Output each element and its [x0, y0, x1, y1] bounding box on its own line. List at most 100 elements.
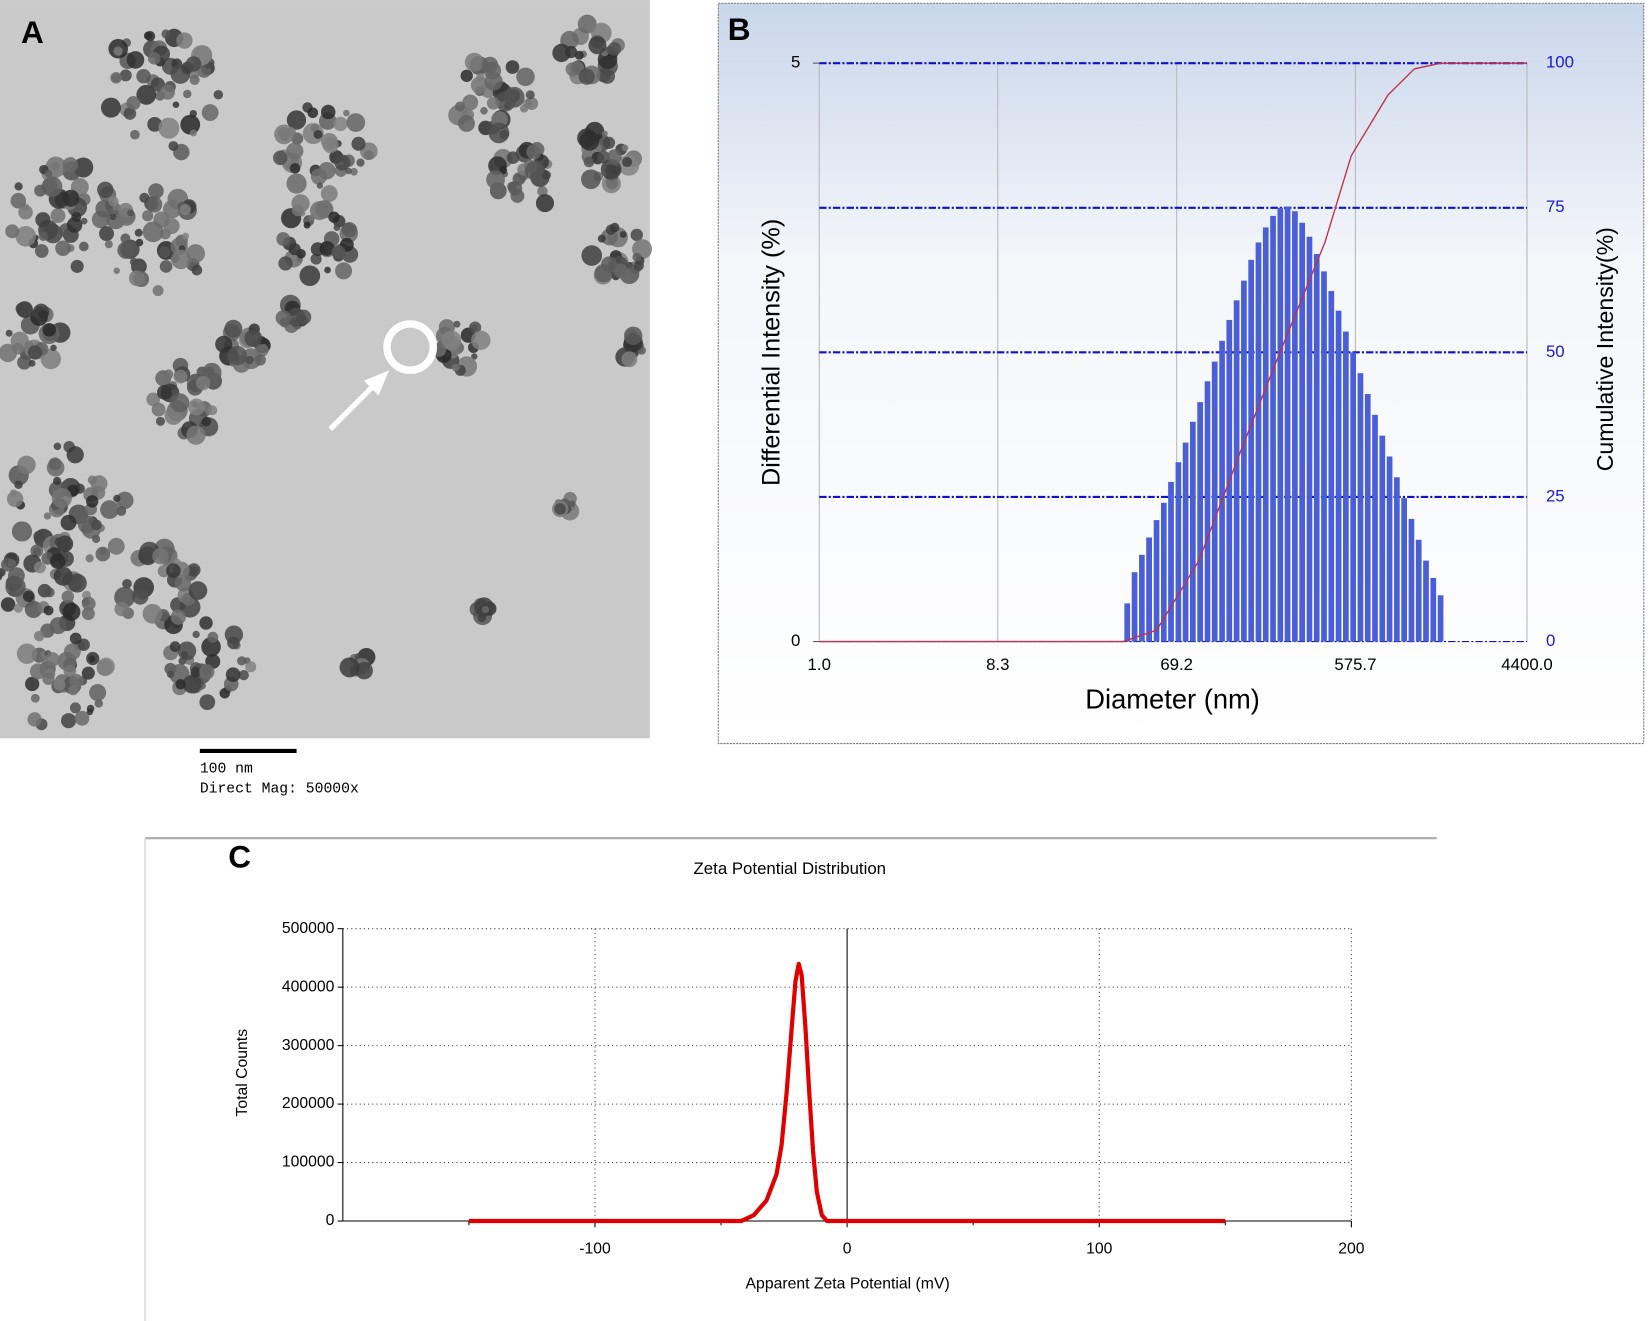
particle: [525, 97, 539, 110]
bar: [1335, 310, 1342, 642]
particle: [187, 563, 201, 577]
highlight-circle: [383, 320, 437, 374]
particle: [335, 262, 353, 280]
particle: [622, 156, 633, 168]
particle: [453, 320, 461, 328]
particle: [225, 667, 241, 683]
particle: [116, 491, 134, 510]
particle: [191, 264, 203, 276]
bar: [1423, 560, 1429, 642]
particle: [161, 29, 171, 39]
x-tick-label: 4400.0: [1501, 655, 1552, 674]
particle: [607, 149, 622, 164]
particle: [464, 52, 484, 72]
particle: [38, 231, 49, 242]
particle: [28, 359, 36, 367]
particle: [254, 354, 266, 366]
particle: [61, 590, 75, 603]
particle: [159, 84, 175, 100]
particle: [201, 637, 221, 657]
particle: [174, 575, 192, 592]
bar: [1255, 242, 1262, 642]
y-axis-label: Differential Intensity (%): [758, 219, 786, 486]
particle: [66, 446, 84, 464]
particle: [142, 221, 164, 243]
particle: [43, 512, 52, 520]
particle: [275, 310, 292, 326]
particle: [255, 343, 269, 357]
particle: [5, 329, 13, 337]
particle: [157, 384, 172, 400]
y-tick-label: 400000: [282, 978, 335, 995]
y2-tick-label: 50: [1546, 342, 1565, 361]
particle: [152, 285, 164, 297]
particle: [0, 572, 2, 581]
bar: [1321, 271, 1327, 642]
particle: [182, 232, 189, 240]
particle: [227, 345, 248, 366]
particle: [186, 425, 206, 445]
particle: [147, 52, 161, 65]
particle: [291, 132, 304, 145]
particle: [120, 233, 131, 244]
particle: [88, 655, 96, 663]
particle: [286, 142, 304, 160]
particle: [524, 161, 544, 181]
particle: [148, 183, 164, 199]
particle: [520, 104, 529, 113]
particle: [0, 597, 16, 612]
particle: [188, 398, 205, 416]
particle: [129, 257, 139, 266]
chart-title: Zeta Potential Distribution: [694, 859, 887, 878]
particle: [34, 184, 47, 197]
particle: [25, 676, 40, 692]
particle: [53, 566, 73, 586]
arrow-shaft: [328, 378, 381, 431]
particle: [579, 130, 600, 151]
particle: [286, 110, 307, 130]
particle: [81, 607, 95, 621]
particle: [351, 136, 366, 151]
particle: [227, 636, 240, 650]
particle: [53, 476, 62, 486]
bar: [1160, 502, 1167, 642]
particle: [599, 68, 616, 84]
particle: [506, 151, 520, 165]
particle: [179, 204, 191, 216]
panel-letter: C: [228, 839, 251, 875]
particle: [601, 256, 618, 273]
particle: [190, 667, 201, 678]
bar: [1211, 361, 1218, 642]
particle: [116, 506, 127, 516]
bar: [1124, 603, 1131, 642]
particle: [86, 495, 99, 508]
x-tick-label: 200: [1338, 1241, 1365, 1258]
particle: [273, 150, 288, 166]
particle: [552, 43, 571, 63]
particle: [633, 260, 644, 271]
particle: [136, 69, 151, 84]
particle: [195, 375, 211, 391]
particle: [310, 201, 329, 221]
bar: [1175, 462, 1182, 642]
particle: [97, 181, 114, 198]
particle: [48, 457, 62, 471]
particle: [16, 643, 38, 664]
particle: [143, 31, 153, 40]
particle: [95, 546, 111, 562]
particle: [169, 641, 181, 652]
bar: [1437, 595, 1444, 642]
particle: [100, 500, 119, 519]
particle: [130, 129, 140, 140]
particle: [152, 547, 169, 565]
particle: [505, 60, 520, 74]
bar: [1328, 291, 1335, 642]
particle: [15, 225, 37, 247]
particle: [324, 266, 331, 274]
particle: [113, 46, 123, 56]
bar: [1248, 259, 1255, 642]
particle: [219, 688, 230, 699]
x-tick-label: 69.2: [1160, 655, 1193, 674]
particle: [110, 71, 122, 84]
particle: [199, 694, 216, 711]
